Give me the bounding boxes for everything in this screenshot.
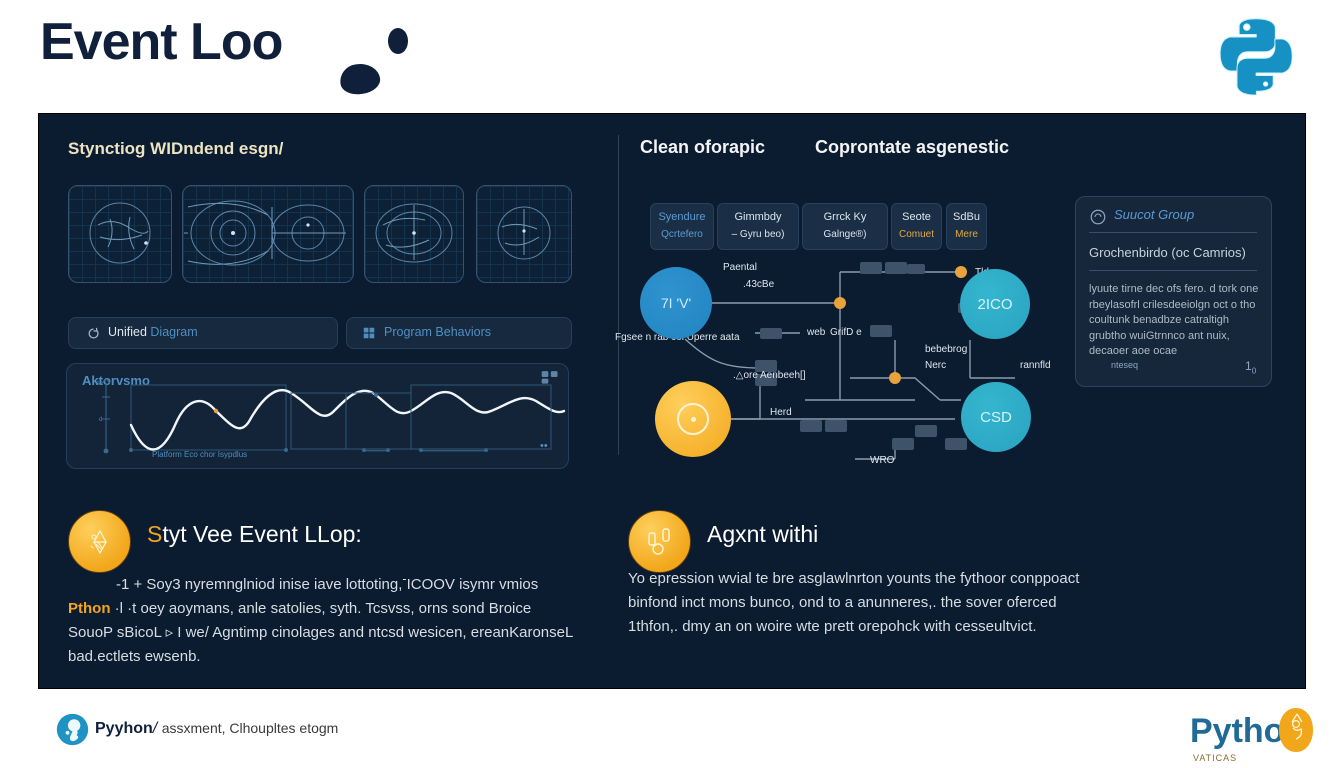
svg-text:A: A bbox=[96, 381, 100, 387]
svg-text:web: web bbox=[806, 327, 826, 338]
svg-text:Paental: Paental bbox=[723, 262, 757, 273]
svg-text:Herd: Herd bbox=[770, 407, 792, 418]
svg-text:.43cBe: .43cBe bbox=[743, 279, 775, 290]
svg-text:Aenbeeh[]: Aenbeeh[] bbox=[760, 370, 806, 381]
svg-text:Nerc: Nerc bbox=[925, 360, 946, 371]
svg-text:WRO: WRO bbox=[870, 455, 895, 466]
svg-text:GrifD e: GrifD e bbox=[830, 327, 862, 338]
svg-text:d: d bbox=[99, 417, 102, 423]
svg-text:Platform Eco chor Isypdlus: Platform Eco chor Isypdlus bbox=[152, 450, 247, 459]
svg-text:.△ore: .△ore bbox=[733, 370, 758, 381]
svg-text:bebebrog: bebebrog bbox=[925, 344, 967, 355]
svg-text:rannfld: rannfld bbox=[1020, 360, 1051, 371]
